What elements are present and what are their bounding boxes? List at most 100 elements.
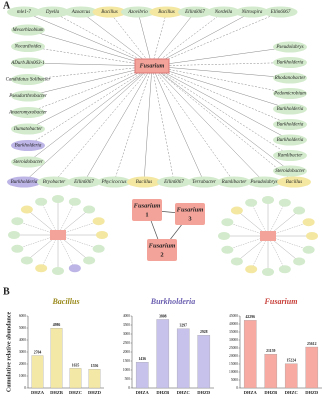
node [52, 195, 64, 203]
edge [57, 234, 99, 249]
y-tick-label: 3000 [123, 332, 130, 336]
node-label: Ramlibacter [277, 154, 303, 159]
node-label: Ellin6067 [184, 10, 205, 15]
edge [27, 65, 153, 163]
edge [250, 235, 269, 270]
node [273, 57, 307, 68]
node [11, 123, 45, 135]
edge [27, 62, 153, 67]
node [35, 264, 48, 273]
y-tick-label: 3000 [19, 350, 26, 354]
bar [69, 368, 82, 389]
node [11, 74, 45, 85]
y-tick-label: 40000 [229, 322, 238, 326]
module-number: 2 [160, 251, 163, 258]
node [68, 264, 81, 273]
edge [17, 221, 59, 236]
edge [40, 201, 59, 236]
bar [243, 320, 257, 389]
y-tick-label: 6000 [19, 314, 26, 318]
y-tick-label: 35000 [229, 330, 238, 334]
chart-title: Bacillus [51, 297, 79, 306]
node [8, 231, 20, 239]
node [273, 134, 307, 146]
node [262, 268, 274, 276]
node-label: Phycicoccus [101, 180, 127, 185]
node-label: Ilumatobacter [13, 127, 42, 132]
x-tick-label: DHZD [197, 390, 211, 395]
node-label: Burkholderia [277, 123, 304, 128]
node-label: Nitrospira [241, 10, 263, 15]
edge [151, 11, 196, 67]
node [187, 176, 221, 188]
node [217, 176, 251, 188]
node-label: ADurb.Bin063-1 [10, 61, 44, 66]
node-label: Bacillus [101, 10, 117, 15]
node-label: Anaeromyxobacter [8, 111, 47, 116]
bar [284, 363, 298, 389]
edge [151, 65, 291, 141]
node [263, 6, 298, 18]
node [67, 176, 101, 188]
value-label: 3297 [179, 324, 187, 328]
node [11, 24, 45, 36]
node [20, 205, 33, 214]
node [273, 88, 307, 99]
node-label: Ellin6067 [163, 180, 184, 185]
node [273, 72, 307, 84]
node [302, 218, 315, 227]
node [92, 244, 105, 253]
module-node [132, 199, 162, 221]
node [277, 176, 311, 188]
edge [80, 11, 153, 67]
node [64, 6, 98, 18]
edge [151, 65, 265, 183]
edge [27, 65, 153, 97]
node [35, 197, 48, 206]
bar [31, 355, 44, 389]
node-label: Burkholderia [277, 61, 304, 66]
edge [151, 65, 291, 94]
node [11, 90, 45, 102]
value-label: 42296 [246, 315, 256, 319]
node-label: Ellin6067 [73, 180, 94, 185]
value-label: 4986 [53, 323, 61, 327]
edge [23, 65, 153, 183]
node-label: Burkholderia [277, 107, 304, 112]
panel-label: A [3, 0, 11, 11]
node [230, 206, 243, 215]
node [11, 41, 45, 52]
edge [27, 46, 153, 67]
edge [109, 11, 153, 67]
edge [227, 222, 269, 237]
node [278, 198, 291, 207]
y-tick-label: 0 [236, 386, 238, 390]
bar [305, 346, 319, 389]
node [273, 150, 307, 161]
node [127, 176, 161, 188]
edge [57, 221, 99, 236]
edge [27, 65, 153, 146]
node-label: Nocardioides [14, 45, 42, 50]
edge [151, 65, 291, 125]
edge [151, 11, 253, 67]
node-label: Pedomicrobium [273, 92, 306, 97]
node [92, 6, 127, 18]
panel-label: B [3, 286, 10, 297]
y-tick-label: 1000 [123, 368, 130, 372]
node-label: Dyella [45, 10, 60, 15]
node [7, 6, 41, 18]
node-label: Rhodanobacter [274, 76, 306, 81]
node-label: Bryobacter [43, 180, 66, 185]
node [221, 218, 234, 227]
node-label: Ellin6067 [270, 10, 291, 15]
node [83, 256, 96, 265]
edge [151, 65, 291, 172]
edge [151, 46, 291, 67]
node [293, 257, 306, 266]
node [206, 6, 241, 18]
node [247, 176, 281, 188]
bar [135, 362, 149, 389]
y-tick-label: 2000 [19, 362, 26, 366]
